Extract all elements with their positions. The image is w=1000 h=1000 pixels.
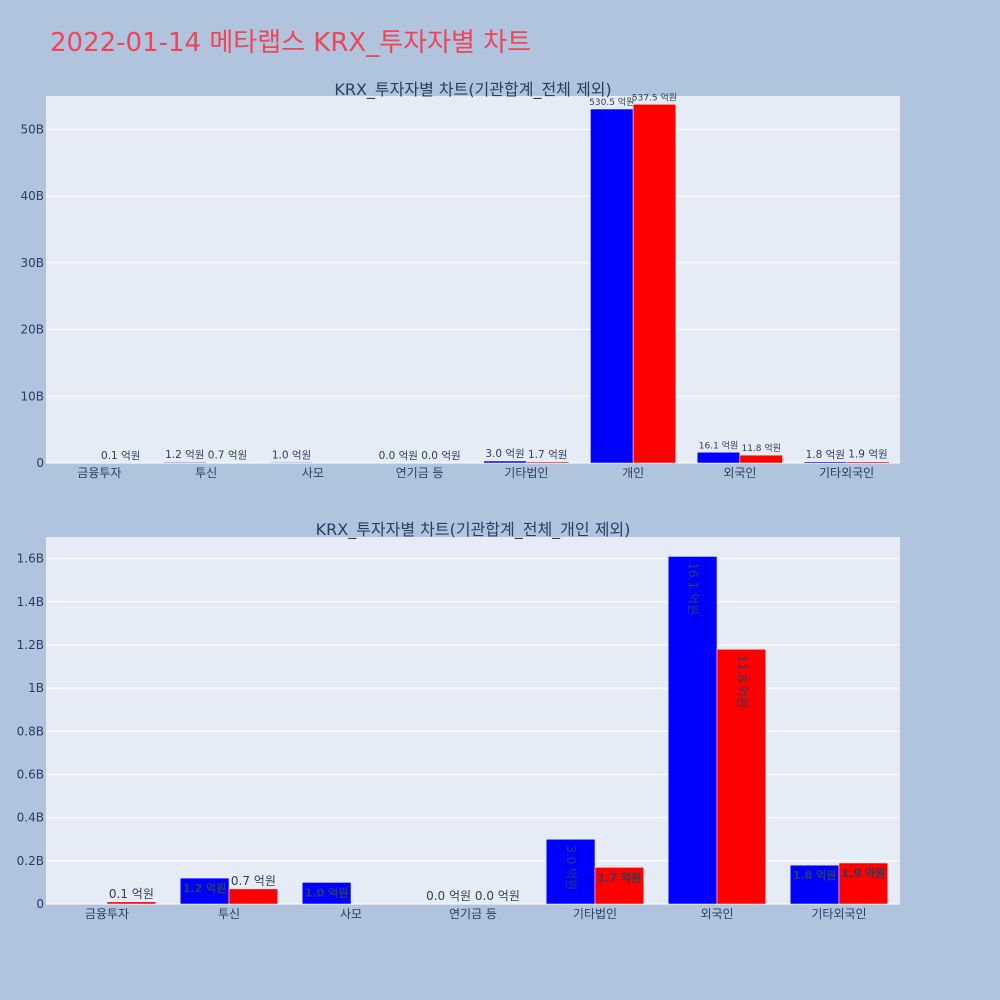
bar xyxy=(228,888,279,905)
bar xyxy=(106,901,157,905)
x-tick-label: 투신 xyxy=(218,907,240,921)
page-title: 2022-01-14 메타랩스 KRX_투자자별 차트 xyxy=(50,28,532,58)
y-tick-label: 30B xyxy=(20,256,44,270)
bar xyxy=(838,862,889,905)
y-tick-label: 0.8B xyxy=(17,724,44,738)
x-tick-label: 금융투자 xyxy=(77,466,121,480)
bar-value-label: 1.8 억원 xyxy=(806,449,845,461)
chart-individual-excluded: 0 0.2B 0.4B 0.6B 0.8B 1B 1.2B 1.4B 1.6B KRX_투자자별 … xyxy=(17,520,900,921)
x-tick-label: 기타법인 xyxy=(504,466,548,480)
bar-value-label: 537.5 억원 xyxy=(632,91,677,103)
y-tick-label: 0.2B xyxy=(17,854,44,868)
bar-value-label: 11.8 억원 xyxy=(735,655,749,708)
bar xyxy=(803,461,847,464)
bar-value-label: 3.0 억원 xyxy=(485,448,524,460)
bar-value-label: 0.7 억원 xyxy=(208,450,247,462)
y-tick-label: 40B xyxy=(20,189,44,203)
x-tick-label: 기타법인 xyxy=(573,907,617,921)
bar-value-label: 0.0 억원 xyxy=(379,450,418,462)
plot-area xyxy=(46,537,900,904)
bar xyxy=(179,877,230,905)
bar xyxy=(163,461,207,464)
x-tick-label: 사모 xyxy=(302,466,324,480)
bar xyxy=(594,867,645,905)
bar-value-label: 1.8 억원 xyxy=(793,868,837,882)
bar-value-label: 11.8 억원 xyxy=(741,442,780,454)
bar-value-label: 1.7 억원 xyxy=(528,449,567,461)
bar xyxy=(483,460,527,464)
bar-value-label: 530.5 억원 xyxy=(589,96,634,108)
chart-title: KRX_투자자별 차트(기관합계_전체_개인 제외) xyxy=(316,520,631,540)
x-tick-label: 외국인 xyxy=(723,466,756,480)
x-tick-label: 금융투자 xyxy=(85,907,129,921)
bar-value-label: 3.0 억원 xyxy=(564,845,578,890)
bar-value-label: 1.9 억원 xyxy=(848,449,887,461)
plot-area xyxy=(46,96,900,463)
x-tick-label: 기타외국인 xyxy=(819,466,874,480)
bar xyxy=(696,452,741,464)
x-tick-label: 연기금 등 xyxy=(449,907,497,921)
x-tick-label: 사모 xyxy=(340,907,362,921)
chart-institution-excluded: 0 10B 20B 30B 40B 50B KRX_투자자별 차트(기관합계_전체 제외) 금… xyxy=(20,80,900,480)
bar xyxy=(716,649,767,905)
x-tick-label: 개인 xyxy=(622,466,644,480)
bar xyxy=(269,462,314,464)
bar-value-label: 1.2 억원 xyxy=(183,881,227,895)
bar-value-label: 0.0 억원 xyxy=(421,450,460,462)
x-tick-label: 연기금 등 xyxy=(396,466,444,480)
y-tick-label: 10B xyxy=(20,389,44,403)
bar xyxy=(739,454,783,464)
bar xyxy=(526,461,570,464)
chart-title: KRX_투자자별 차트(기관합계_전체 제외) xyxy=(334,80,611,100)
bar-value-label: 1.0 억원 xyxy=(305,885,349,899)
bar-value-label: 1.2 억원 xyxy=(165,449,204,461)
y-tick-label: 0 xyxy=(36,456,44,470)
y-tick-label: 1B xyxy=(28,681,44,695)
y-tick-label: 0 xyxy=(36,897,44,911)
y-tick-label: 20B xyxy=(20,323,44,337)
x-tick-label: 외국인 xyxy=(700,907,733,921)
bar-value-label: 1.7 억원 xyxy=(598,870,642,884)
y-tick-label: 1.4B xyxy=(17,595,44,609)
bar-value-label: 16.1 억원 xyxy=(686,562,700,615)
y-tick-label: 1.6B xyxy=(17,552,44,566)
bar xyxy=(846,461,890,464)
y-tick-label: 1.2B xyxy=(17,638,44,652)
y-tick-label: 0.4B xyxy=(17,811,44,825)
bar xyxy=(789,864,840,905)
x-tick-label: 기타외국인 xyxy=(811,907,866,921)
x-tick-label: 투신 xyxy=(195,466,217,480)
bar-value-label: 0.1 억원 xyxy=(109,887,154,901)
bar xyxy=(301,882,352,905)
bar xyxy=(632,104,677,464)
bar-value-label: 1.0 억원 xyxy=(272,449,311,461)
bar-value-label: 0.7 억원 xyxy=(231,874,276,888)
bar xyxy=(590,108,634,464)
y-tick-label: 0.6B xyxy=(17,767,44,781)
bar-value-label: 0.1 억원 xyxy=(101,450,140,462)
bar xyxy=(667,556,718,905)
bar-value-label: 1.9 억원 xyxy=(842,866,886,880)
bar-value-label: 16.1 억원 xyxy=(699,439,738,451)
bar-value-label: 0.0 억원 xyxy=(475,889,520,903)
bar-value-label: 0.0 억원 xyxy=(426,889,471,903)
y-tick-label: 50B xyxy=(20,122,44,136)
